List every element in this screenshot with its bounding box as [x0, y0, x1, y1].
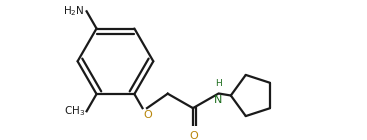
- Text: CH$_3$: CH$_3$: [63, 104, 85, 118]
- Text: H: H: [215, 79, 222, 88]
- Text: N: N: [214, 95, 222, 105]
- Text: H$_2$N: H$_2$N: [63, 4, 85, 18]
- Text: O: O: [189, 131, 198, 140]
- Text: O: O: [143, 110, 152, 120]
